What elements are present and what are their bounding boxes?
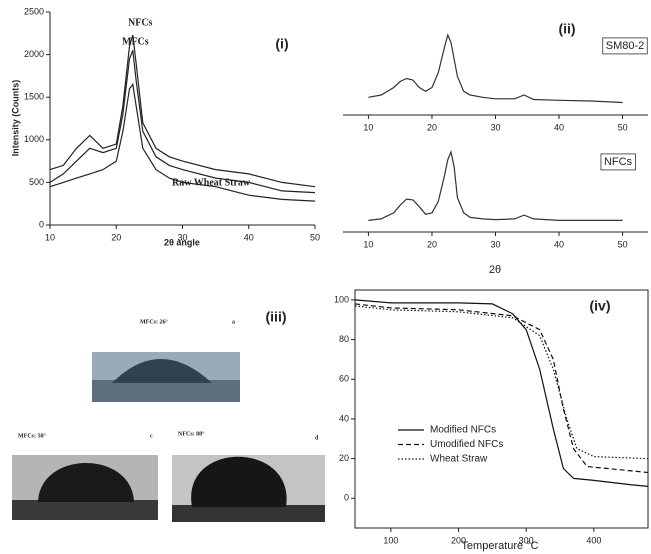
- panel-label: (ii): [558, 21, 575, 37]
- data-line: [368, 149, 623, 221]
- x-axis-label: Temperature °C: [461, 540, 538, 552]
- x-tick-label: 20: [427, 239, 437, 249]
- y-tick-label: 2000: [24, 49, 44, 59]
- image-caption: MFCs: 58°: [18, 432, 46, 439]
- x-tick-label: 50: [618, 122, 628, 132]
- droplet-photo: [12, 500, 158, 520]
- data-line: [354, 305, 649, 460]
- image-caption: c: [150, 433, 153, 439]
- x-axis-label: 2θ angle: [164, 237, 200, 247]
- y-tick-label: 2500: [24, 6, 44, 16]
- annotation: NFCs: [128, 17, 153, 28]
- x-tick-label: 300: [519, 535, 534, 545]
- y-tick-label: 60: [339, 374, 349, 384]
- x-tick-label: 30: [177, 232, 187, 242]
- y-tick-label: 80: [339, 334, 349, 344]
- x-tick-label: 30: [490, 122, 500, 132]
- x-tick-label: 10: [45, 232, 55, 242]
- panel-label: (iii): [266, 309, 287, 325]
- annotation: MFCs: [122, 36, 149, 47]
- y-tick-label: 0: [344, 493, 349, 503]
- legend-label: Modified NFCs: [430, 425, 496, 436]
- x-tick-label: 30: [490, 239, 500, 249]
- series-label: NFCs: [604, 156, 633, 168]
- y-axis-label: Intensity (Counts): [10, 80, 20, 157]
- x-tick-label: 200: [451, 535, 466, 545]
- x-tick-label: 10: [363, 122, 373, 132]
- x-tick-label: 20: [427, 122, 437, 132]
- legend-label: Umodified NFCs: [430, 439, 503, 450]
- droplet-photo: [172, 505, 325, 522]
- annotation: Raw Wheat Straw: [172, 177, 251, 188]
- y-tick-label: 20: [339, 453, 349, 463]
- droplet: [112, 359, 212, 383]
- data-line: [354, 303, 649, 474]
- x-tick-label: 50: [310, 232, 320, 242]
- data-line: [49, 82, 316, 202]
- droplet-photo: [92, 380, 240, 402]
- data-line: [49, 50, 316, 194]
- x-tick-label: 40: [554, 122, 564, 132]
- y-tick-label: 500: [29, 177, 44, 187]
- x-tick-label: 100: [383, 535, 398, 545]
- label-box: [600, 153, 636, 171]
- y-tick-label: 0: [39, 219, 44, 229]
- droplet: [38, 463, 134, 502]
- x-axis-label: 2θ: [489, 264, 501, 276]
- x-tick-label: 40: [244, 232, 254, 242]
- data-line: [368, 33, 623, 104]
- series-label: SM80-2: [606, 40, 645, 52]
- panel-label: (iv): [590, 298, 611, 314]
- y-tick-label: 1500: [24, 92, 44, 102]
- x-tick-label: 20: [111, 232, 121, 242]
- data-line: [49, 34, 316, 188]
- label-box: [602, 37, 648, 55]
- image-caption: NFCs: 88°: [178, 430, 205, 437]
- x-tick-label: 40: [554, 239, 564, 249]
- droplet: [191, 456, 287, 507]
- data-line: [354, 299, 649, 487]
- image-caption: MFCs: 26°: [140, 318, 168, 325]
- legend-label: Wheat Straw: [430, 454, 488, 465]
- panel-label: (i): [275, 36, 288, 52]
- y-tick-label: 40: [339, 413, 349, 423]
- x-tick-label: 400: [586, 535, 601, 545]
- y-tick-label: 100: [334, 294, 349, 304]
- plot-frame: [354, 289, 649, 529]
- droplet-images: [12, 352, 325, 522]
- image-caption: d: [315, 435, 319, 441]
- x-tick-label: 50: [618, 239, 628, 249]
- x-tick-label: 10: [363, 239, 373, 249]
- image-caption: a: [232, 319, 235, 325]
- y-tick-label: 1000: [24, 134, 44, 144]
